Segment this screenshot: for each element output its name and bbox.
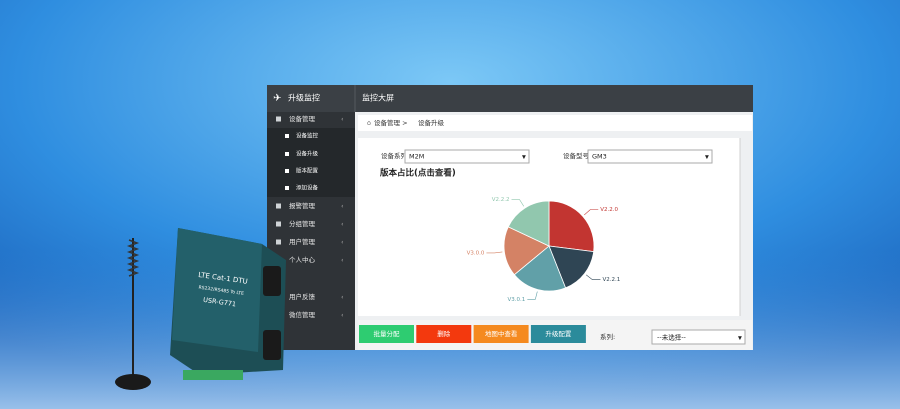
select-arrow: ▼ (705, 155, 709, 161)
select-value: M2M (409, 153, 424, 161)
pie-slice[interactable] (548, 200, 595, 253)
antenna-coil (126, 239, 140, 277)
menu-arrow: ‹ (341, 220, 344, 228)
app-title: 升级监控 (288, 93, 320, 103)
slice-label: V2.2.2 (492, 197, 510, 203)
dtu-device (115, 228, 286, 390)
menu-icon (276, 116, 281, 122)
submenu-icon (285, 169, 289, 173)
antenna-base (115, 374, 151, 390)
pie-slice[interactable] (548, 245, 595, 289)
submenu-icon (285, 134, 289, 138)
button-label: 升级配置 (545, 329, 572, 338)
submenu-item[interactable]: 设备升级 (296, 150, 319, 158)
submenu-icon (285, 152, 289, 156)
menu-item[interactable]: 个人中心 (289, 255, 316, 264)
terminal-block (183, 370, 243, 380)
label-line (486, 251, 503, 254)
label-line (511, 199, 525, 207)
menu-item[interactable]: 用户反馈 (289, 292, 316, 301)
breadcrumb: 设备升级 (418, 118, 445, 127)
menu-arrow: ‹ (341, 238, 344, 246)
button-label: 地图中查看 (485, 329, 518, 338)
top-tab[interactable]: 监控大屏 (362, 93, 394, 103)
slice-label: V3.0.0 (467, 250, 485, 256)
filter-label: 设备型号 (563, 151, 590, 160)
menu-item[interactable]: 设备管理 (289, 114, 316, 123)
label-line (527, 291, 538, 300)
menu-arrow: ‹ (341, 311, 344, 319)
menu-icon (276, 203, 281, 209)
button-label: 删除 (437, 329, 451, 338)
breadcrumb-bar (358, 115, 752, 131)
select-value: GM3 (592, 153, 607, 161)
mount-ear (263, 330, 281, 360)
button[interactable] (359, 325, 414, 343)
menu-item[interactable]: 报警管理 (289, 201, 316, 210)
menu-icon (276, 239, 281, 245)
menu-item[interactable]: 微信管理 (289, 310, 316, 319)
slice-label: V3.0.1 (508, 297, 526, 303)
filter-label: 系列: (600, 332, 615, 341)
home-icon: ⌂ (367, 120, 371, 127)
select[interactable] (587, 149, 713, 164)
submenu-icon (285, 186, 289, 190)
device-face (172, 228, 262, 352)
menu-arrow: ‹ (341, 256, 344, 264)
label-line (584, 209, 599, 216)
slice-label: V2.2.1 (602, 277, 620, 283)
select-arrow: ▼ (522, 155, 526, 161)
slice-label: V2.2.0 (600, 207, 618, 213)
button[interactable] (473, 325, 529, 343)
select[interactable] (651, 329, 746, 345)
button-label: 批量分配 (374, 329, 401, 338)
app-icon: ✈ (273, 93, 281, 104)
select-arrow: ▼ (738, 336, 742, 342)
label-line (585, 274, 601, 281)
submenu-item[interactable]: 添加设备 (296, 184, 319, 192)
top-bar (267, 85, 753, 112)
chart-title: 版本占比(点击查看) (379, 168, 456, 179)
submenu-item[interactable]: 设备监控 (296, 132, 319, 140)
pie-slice[interactable] (513, 245, 567, 292)
pie-slice[interactable] (507, 200, 550, 247)
menu-item[interactable]: 分组管理 (289, 219, 316, 228)
breadcrumb[interactable]: 设备管理 > (374, 118, 408, 127)
select[interactable] (404, 149, 530, 164)
menu-arrow: ‹ (341, 293, 344, 301)
menu-arrow: ‹ (341, 115, 344, 123)
select-value: --未选择-- (657, 333, 687, 342)
menu-arrow: ‹ (341, 202, 344, 210)
submenu-item[interactable]: 版本配置 (296, 167, 319, 175)
button[interactable] (416, 325, 472, 343)
mount-ear (263, 266, 281, 296)
pie-slice[interactable] (503, 226, 550, 276)
button[interactable] (530, 325, 586, 343)
filter-label: 设备系列: (381, 151, 409, 160)
submenu-bg (267, 128, 355, 197)
menu-item[interactable]: 用户管理 (289, 237, 316, 246)
menu-icon (276, 221, 281, 227)
